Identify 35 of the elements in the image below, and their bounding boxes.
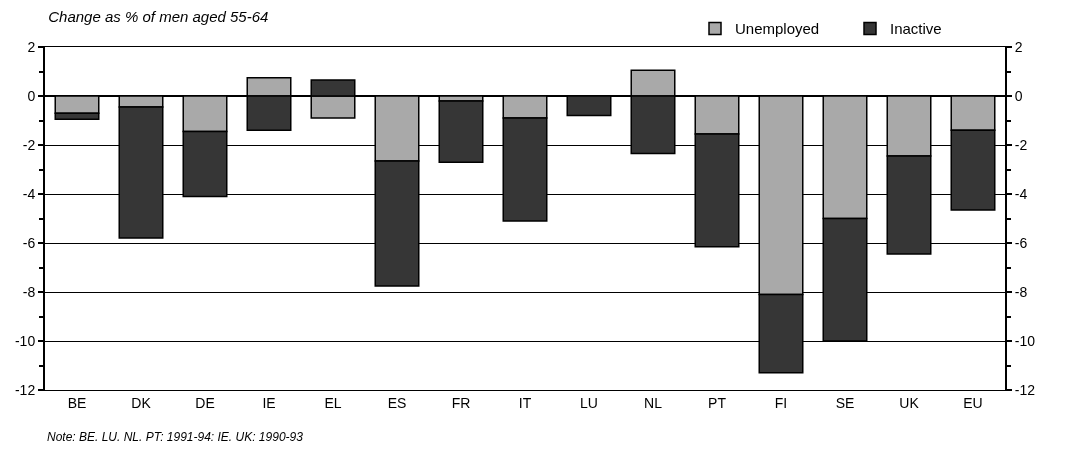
text: Note: BE. LU. NL. PT: 1991-94: IE. UK: 1990-93 [47,430,304,444]
legend-label: Inactive [890,20,942,38]
y-tick-label: -6 [22,234,36,251]
x-tick-label: IE [262,394,276,411]
x-tick-label: UK [899,394,920,411]
x-tick-label: SE [835,394,855,411]
y2-tick-label: -8 [1014,283,1028,300]
x-tick-label: DK [131,394,152,411]
y2-tick-label: -2 [1014,136,1028,153]
y-tick-label: -10 [14,332,36,349]
legend-label: Unemployed [735,20,820,38]
x-tick-label: LU [580,394,598,411]
y2-tick-label: -6 [1014,234,1028,251]
x-tick-label: FI [774,394,788,411]
x-tick-label: NL [644,394,663,411]
y2-tick-label: 0 [1014,87,1023,104]
x-tick-label: DE [195,394,215,411]
y-tick-label: -8 [22,283,36,300]
x-tick-label: BE [67,394,87,411]
y-tick-label: 0 [27,87,36,104]
x-tick-label: ES [387,394,407,411]
chart-title: Change as % of men aged 55-64 [48,7,269,25]
x-tick-label: PT [708,394,727,411]
y-tick-label: 2 [27,38,36,55]
x-tick-label: FR [451,394,471,411]
x-tick-label: IT [518,394,532,411]
y-tick-label: -12 [14,381,36,398]
x-tick-label: EL [324,394,342,411]
y2-tick-label: -12 [1014,381,1036,398]
y2-tick-label: 2 [1014,38,1023,55]
y2-tick-label: -10 [1014,332,1036,349]
x-tick-label: EU [963,394,983,411]
y2-tick-label: -4 [1014,185,1028,202]
y-tick-label: -2 [22,136,36,153]
y-tick-label: -4 [22,185,36,202]
